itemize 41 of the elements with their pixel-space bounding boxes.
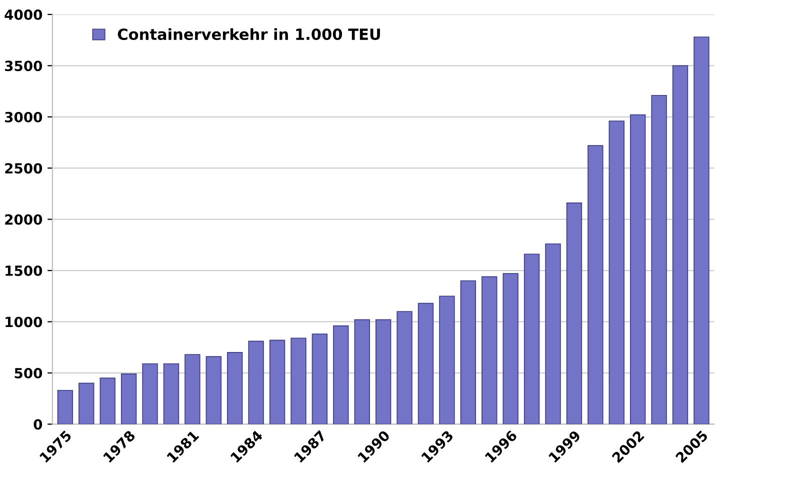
bar xyxy=(248,340,264,424)
bar xyxy=(354,319,370,424)
bar xyxy=(460,280,476,424)
bar xyxy=(227,352,243,424)
y-tick-label: 0 xyxy=(34,419,42,430)
bar xyxy=(694,36,710,424)
bar xyxy=(333,325,349,424)
y-tick-label: 2000 xyxy=(5,214,42,225)
bar xyxy=(439,296,455,424)
bar xyxy=(312,334,328,424)
y-tick-label: 1000 xyxy=(6,316,42,328)
y-tick-label: 1500 xyxy=(6,265,42,276)
bar xyxy=(672,65,688,424)
bar xyxy=(608,120,624,424)
bar xyxy=(78,382,94,424)
bar xyxy=(566,202,582,424)
bar xyxy=(142,363,158,424)
bar xyxy=(651,94,667,424)
y-tick-label: 3000 xyxy=(5,112,42,122)
bar xyxy=(524,254,540,424)
y-tick-label: 4000 xyxy=(4,9,42,20)
bar xyxy=(57,390,74,424)
bar xyxy=(375,319,392,424)
bar xyxy=(482,276,498,424)
bar xyxy=(396,311,412,424)
bar xyxy=(163,363,180,424)
bar xyxy=(630,114,646,424)
y-tick-label: 500 xyxy=(14,368,42,378)
bar xyxy=(545,243,561,424)
bar xyxy=(206,356,222,424)
legend-label: Containerverkehr in 1.000 TEU xyxy=(118,28,380,40)
bar xyxy=(418,302,434,424)
bar xyxy=(184,354,200,424)
bar xyxy=(502,273,518,424)
bar xyxy=(588,145,604,424)
bar xyxy=(269,340,286,424)
bar xyxy=(290,338,306,424)
y-tick-label: 3500 xyxy=(5,60,42,72)
y-tick-label: 2500 xyxy=(5,163,42,174)
bar xyxy=(120,374,137,424)
bar xyxy=(100,378,116,424)
